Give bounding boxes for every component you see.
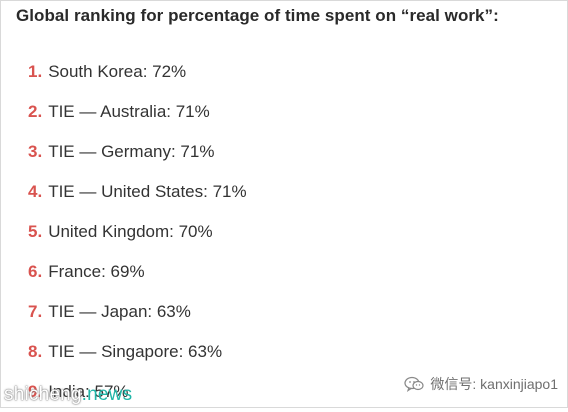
ranking-list: 1. South Korea: 72% 2. TIE — Australia: … bbox=[28, 52, 247, 412]
rank-number: 6. bbox=[28, 262, 43, 281]
rank-text: South Korea: 72% bbox=[48, 62, 187, 81]
list-item: 2. TIE — Australia: 71% bbox=[28, 92, 247, 132]
list-item: 6. France: 69% bbox=[28, 252, 247, 292]
wechat-icon bbox=[404, 376, 424, 392]
list-item: 3. TIE — Germany: 71% bbox=[28, 132, 247, 172]
list-item: 1. South Korea: 72% bbox=[28, 52, 247, 92]
rank-text: TIE — United States: 71% bbox=[48, 182, 247, 201]
site-watermark-prefix: shicheng bbox=[4, 384, 82, 405]
wechat-label: 微信号: kanxinjiapo1 bbox=[430, 376, 558, 392]
list-item: 4. TIE — United States: 71% bbox=[28, 172, 247, 212]
rank-text: TIE — Australia: 71% bbox=[48, 102, 210, 121]
rank-number: 8. bbox=[28, 342, 43, 361]
rank-text: TIE — Singapore: 63% bbox=[48, 342, 223, 361]
rank-text: TIE — Germany: 71% bbox=[48, 142, 215, 161]
rank-text: India: 57% bbox=[48, 382, 129, 401]
rank-text: United Kingdom: 70% bbox=[48, 222, 213, 241]
list-item: 7. TIE — Japan: 63% bbox=[28, 292, 247, 332]
page-title: Global ranking for percentage of time sp… bbox=[16, 6, 499, 25]
rank-text: TIE — Japan: 63% bbox=[48, 302, 191, 321]
rank-number: 2. bbox=[28, 102, 43, 121]
rank-text: France: 69% bbox=[48, 262, 145, 281]
rank-number: 1. bbox=[28, 62, 43, 81]
wechat-watermark: 微信号: kanxinjiapo1 bbox=[404, 374, 558, 394]
rank-number: 5. bbox=[28, 222, 43, 241]
list-item: 9. India: 57% bbox=[28, 372, 247, 412]
rank-number: 7. bbox=[28, 302, 43, 321]
site-watermark-suffix: .news bbox=[81, 384, 133, 405]
rank-number: 9. bbox=[28, 382, 43, 401]
list-item: 8. TIE — Singapore: 63% bbox=[28, 332, 247, 372]
rank-number: 3. bbox=[28, 142, 43, 161]
site-watermark: shicheng.news bbox=[4, 384, 132, 406]
list-item: 5. United Kingdom: 70% bbox=[28, 212, 247, 252]
rank-number: 4. bbox=[28, 182, 43, 201]
